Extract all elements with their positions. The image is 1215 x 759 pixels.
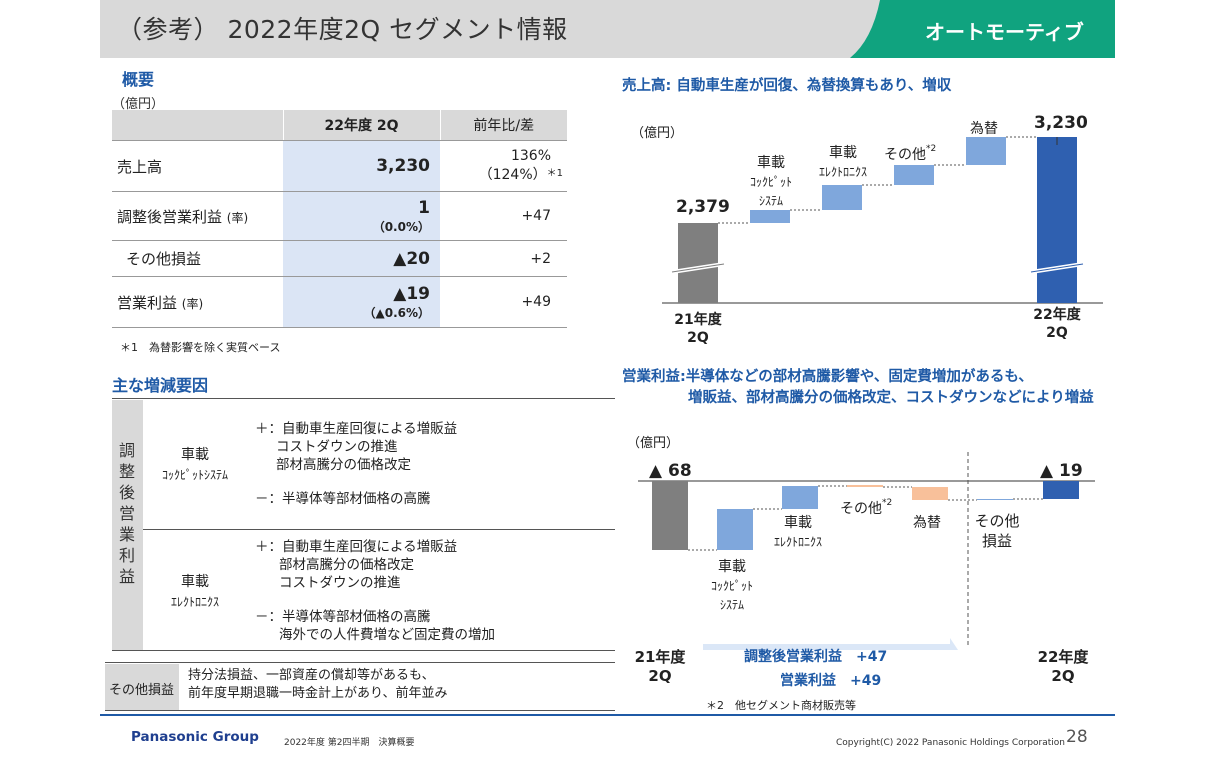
page-title: （参考） 2022年度2Q セグメント情報 [117,15,568,44]
profit-bar-start [652,481,688,550]
profit-step-other-label: その他*2 [840,498,893,517]
yoy-value: +49 [440,276,567,328]
table-header-row: 22年度 2Q 前年比/差 [112,110,567,141]
row-label: 売上高 [112,140,283,192]
profit-step-other-pl-label: その他 損益 [974,512,1020,550]
adjusted-profit-arrow [703,638,958,650]
factors-vertical-label: 調整後営業利益 [119,441,136,586]
profit-unit: （億円） [627,436,680,451]
factors-side-band [112,400,143,650]
copyright: Copyright(C) 2022 Panasonic Holdings Cor… [836,738,1065,748]
profit-bar-other [847,485,883,487]
other-label-box [105,664,179,710]
adjusted-profit-arrow-label: 調整後営業利益 +47 [744,649,888,665]
segment-name: オートモーティブ [925,20,1084,44]
yoy-value: +2 [440,240,567,277]
operating-profit-arrow-label: 営業利益 +49 [780,673,882,689]
factor-electronics-plus: ＋：自動車生産回復による増販益 部材高騰分の価格改定 コストダウンの推進 [255,539,458,591]
overview-heading: 概要 [122,70,155,89]
sales-end-value: 3,230 [1034,113,1088,133]
profit-chart-title-1: 営業利益:半導体などの部材高騰影響や、固定費増加があるも、 [622,369,1033,385]
profit-start-value: ▲ 68 [649,461,692,481]
sales-step-other-label: その他*2 [884,144,937,163]
sales-chart-title: 売上高: 自動車生産が回復、為替換算もあり、増収 [622,78,952,94]
row-value: 1 [418,197,430,218]
table-row: その他損益 ▲20 +2 [112,240,567,277]
overview-footnote: ＊1 為替影響を除く実質ベース [120,341,281,354]
sales-bar-end [1037,137,1077,303]
table-row: 営業利益 (率) ▲19 （▲0.6%） +49 [112,276,567,328]
profit-end-value: ▲ 19 [1040,461,1083,481]
profit-footnote: ＊2 他セグメント商材販売等 [706,699,856,712]
sales-waterfall-chart [662,136,1103,304]
other-label: その他損益 [109,683,175,698]
row-value: 3,230 [283,140,440,192]
profit-bar-electronics [782,486,818,509]
sales-step-fx-label: 為替 [970,121,998,137]
row-label: 調整後営業利益 [117,207,223,226]
table-row: 売上高 3,230 136% （124%）＊1 [112,140,567,192]
profit-bar-fx [912,487,948,500]
profit-end-label: 22年度 2Q [1037,648,1089,685]
footer-divider [100,714,1115,716]
overview-unit: （億円） [112,97,165,112]
col-yoy: 前年比/差 [439,110,567,141]
row-label-sub: (率) [226,210,249,225]
table-row: 調整後営業利益 (率) 1 （0.0%） +47 [112,191,567,241]
sales-bar-cockpit [750,210,790,223]
factor-cockpit-minus: －：半導体等部材価格の高騰 [255,491,431,507]
overview-table: 22年度 2Q 前年比/差 売上高 3,230 136% （124%）＊1 調整… [112,110,567,328]
row-label-sub: (率) [181,296,204,311]
brand-logo: Panasonic Group [131,729,259,745]
row-value-sub: （▲0.6%） [363,305,430,320]
col-current: 22年度 2Q [282,110,440,141]
yoy-sub: （124%） [478,167,547,183]
sales-bar-other [894,165,934,185]
sales-bar-start [678,223,718,303]
segment-tag-shape [850,0,1115,58]
profit-chart-title-2: 増販益、部材高騰分の価格改定、コストダウンなどにより増益 [688,390,1094,406]
page-number: 28 [1066,727,1088,747]
yoy-value: +47 [440,191,567,241]
profit-waterfall-chart [638,452,1095,650]
factor-category-cockpit: 車載 ｺｯｸﾋﾟｯﾄｼｽﾃﾑ [161,447,228,482]
footer-doc-title: 2022年度 第2四半期 決算概要 [284,738,415,748]
sales-end-label: 22年度 2Q [1033,307,1081,341]
sales-bar-fx [966,137,1006,165]
factor-cockpit-plus: ＋：自動車生産回復による増販益 コストダウンの推進 部材高騰分の価格改定 [255,421,458,473]
factor-category-electronics: 車載 ｴﾚｸﾄﾛﾆｸｽ [170,574,219,609]
profit-step-electronics-label: 車載 ｴﾚｸﾄﾛﾆｸｽ [773,515,822,549]
factor-electronics-minus: －：半導体等部材価格の高騰 海外での人件費増など固定費の増加 [255,609,495,643]
row-value: ▲20 [283,240,440,277]
row-value-sub: （0.0%） [372,219,430,234]
yoy-value: 136% [510,148,551,164]
profit-start-label: 21年度 2Q [634,648,686,685]
sales-start-value: 2,379 [676,197,730,217]
sales-bar-electronics [822,185,862,210]
yoy-note: ＊1 [546,168,563,179]
sales-start-label: 21年度 2Q [674,312,722,346]
row-label: その他損益 [112,240,283,277]
sales-unit: （億円） [631,126,684,141]
row-label: 営業利益 [117,293,178,312]
sales-step-electronics-label: 車載 ｴﾚｸﾄﾛﾆｸｽ [818,145,867,179]
other-text: 持分法損益、一部資産の償却等があるも、 前年度早期退職一時金計上があり、前年並み [188,668,448,701]
factors-heading: 主な増減要因 [112,376,209,395]
profit-bar-other-pl [977,499,1013,500]
profit-bar-end [1043,481,1079,499]
row-value: ▲19 [393,283,430,304]
sales-step-cockpit-label: 車載 ｺｯｸﾋﾟｯﾄ ｼｽﾃﾑ [749,155,792,208]
profit-step-cockpit-label: 車載 ｺｯｸﾋﾟｯﾄ ｼｽﾃﾑ [710,559,753,612]
profit-bar-cockpit [717,509,753,550]
profit-step-fx-label: 為替 [913,515,941,531]
